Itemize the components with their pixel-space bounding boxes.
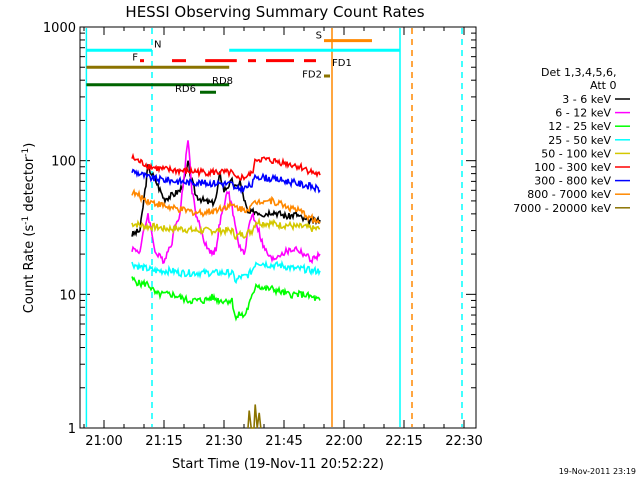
flag-label-fd1: FD1 — [332, 58, 352, 69]
flag-label-fd2: FD2 — [302, 69, 322, 80]
legend-title: Det 1,3,4,5,6, — [541, 66, 617, 79]
series-line-9 — [247, 404, 262, 429]
x-tick-label: 21:45 — [265, 434, 302, 449]
flag-label-f: F — [132, 53, 138, 64]
legend-label: 100 - 300 keV — [534, 161, 611, 174]
series-line-5 — [131, 217, 321, 241]
y-tick-label: 100 — [51, 155, 76, 170]
x-tick-label: 21:15 — [145, 434, 182, 449]
legend-label: 25 - 50 keV — [548, 134, 611, 147]
chart-title: HESSI Observing Summary Count Rates — [125, 3, 424, 21]
series-line-7 — [131, 168, 321, 195]
flag-label-s: S — [316, 31, 322, 42]
legend-label: 50 - 100 keV — [541, 147, 611, 160]
x-tick-label: 21:00 — [85, 434, 122, 449]
legend-label: 800 - 7000 keV — [527, 188, 611, 201]
series-line-4 — [131, 259, 321, 285]
x-axis-label: Start Time (19-Nov-11 20:52:22) — [172, 457, 384, 472]
footer-timestamp: 19-Nov-2011 23:19 — [559, 467, 636, 476]
x-tick-label: 22:30 — [445, 434, 482, 449]
x-tick-label: 22:00 — [325, 434, 362, 449]
x-tick-label: 21:30 — [205, 434, 242, 449]
legend-label: 12 - 25 keV — [548, 120, 611, 133]
legend-label: 6 - 12 keV — [555, 107, 611, 120]
y-tick-label: 1 — [68, 422, 76, 437]
series-line-6 — [131, 152, 321, 181]
flag-label-rd8: RD8 — [212, 76, 233, 87]
series-line-1 — [131, 160, 321, 238]
legend-label: 7000 - 20000 keV — [513, 202, 611, 215]
y-axis-label: Count Rate (s-1 detector-1) — [21, 143, 37, 314]
legend-label: 300 - 800 keV — [534, 175, 611, 188]
plot-frame — [79, 26, 477, 429]
flag-label-rd6: RD6 — [175, 84, 196, 95]
y-tick-label: 1000 — [43, 21, 76, 36]
legend-subtitle: Att 0 — [590, 79, 616, 92]
series-line-8 — [131, 188, 321, 224]
legend-label: 3 - 6 keV — [562, 93, 611, 106]
y-tick-label: 10 — [59, 288, 76, 303]
flag-label-n: N — [154, 40, 161, 51]
x-tick-label: 22:15 — [385, 434, 422, 449]
series-line-3 — [131, 276, 321, 322]
series-line-2 — [131, 140, 321, 265]
